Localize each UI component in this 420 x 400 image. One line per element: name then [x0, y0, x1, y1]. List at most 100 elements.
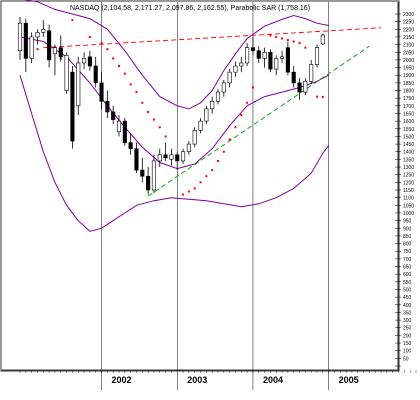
- sar-dot-8: [118, 65, 120, 68]
- sar-dot-36: [304, 46, 307, 49]
- bollinger-bands: [19, 0, 329, 232]
- sar-dot-6: [106, 48, 109, 51]
- sar-dot-32: [281, 37, 284, 40]
- y-tick-label-32: 1600: [403, 119, 414, 125]
- candle-body-43: [268, 51, 273, 70]
- y-tick-label-16: 800: [403, 242, 412, 248]
- y-tick-label-11: 550: [403, 280, 412, 286]
- sar-dot-37: [316, 95, 318, 98]
- candle-body-17: [116, 120, 122, 133]
- y-tick-label-5: 250: [403, 326, 412, 332]
- candle-body-5: [47, 30, 52, 61]
- candle-body-47: [291, 71, 296, 84]
- y-tick-label-35: 1750: [403, 96, 414, 102]
- y-tick-label-10: 500: [403, 287, 412, 293]
- y-tick-label-4: 200: [403, 333, 412, 339]
- sar-dot-23: [217, 159, 219, 162]
- candle-body-46: [285, 47, 290, 73]
- x-year-label-2: 2004: [263, 375, 283, 385]
- x-year-label-3: 2005: [339, 375, 359, 385]
- y-tick-label-7: 350: [403, 310, 412, 316]
- sar-dot-22: [211, 169, 214, 172]
- candle-body-38: [239, 62, 244, 67]
- y-tick-label-46: 2300: [403, 12, 414, 18]
- candle-body-6: [52, 47, 57, 55]
- support-trendline: [147, 45, 370, 197]
- candle-body-8: [64, 55, 69, 91]
- y-tick-label-20: 1000: [403, 211, 414, 217]
- sar-dot-25: [228, 138, 231, 141]
- candle-body-26: [169, 154, 174, 160]
- sar-dot-14: [152, 118, 155, 121]
- candle-body-28: [181, 151, 186, 162]
- candle-body-3: [35, 32, 40, 38]
- sar-dot-31: [275, 35, 278, 38]
- y-tick-label-9: 450: [403, 295, 412, 301]
- y-tick-label-23: 1150: [403, 188, 414, 194]
- candle-body-27: [175, 154, 180, 162]
- y-tick-label-45: 2250: [403, 20, 414, 26]
- candle-body-32: [204, 108, 209, 122]
- y-tick-label-12: 600: [403, 272, 412, 278]
- y-tick-label-43: 2150: [403, 35, 414, 41]
- y-tick-label-38: 1900: [403, 73, 414, 79]
- candle-body-9: [70, 71, 75, 142]
- sar-dot-18: [187, 190, 190, 193]
- candle-body-41: [256, 50, 261, 59]
- y-tick-label-6: 300: [403, 318, 412, 324]
- candle-body-30: [192, 130, 197, 145]
- candle-body-25: [163, 154, 168, 159]
- sar-dot-9: [123, 72, 126, 75]
- candle-body-24: [157, 154, 162, 162]
- candle-body-36: [227, 71, 232, 84]
- x-year-label-1: 2003: [187, 375, 207, 385]
- sar-dot-16: [164, 135, 167, 138]
- x-axis: 2002 2003 2004 2005: [2, 369, 417, 385]
- candle-body-48: [297, 82, 302, 93]
- sar-dot-5: [100, 42, 103, 45]
- candle-body-16: [111, 111, 116, 120]
- y-tick-label-13: 650: [403, 265, 412, 271]
- y-tick-label-31: 1550: [403, 127, 414, 133]
- candle-body-31: [198, 120, 203, 131]
- sar-dot-38: [321, 95, 324, 98]
- y-tick-label-29: 1450: [403, 142, 414, 148]
- candle-body-29: [186, 143, 191, 153]
- y-tick-label-15: 750: [403, 249, 412, 255]
- sar-dot-4: [88, 35, 91, 38]
- y-tick-label-24: 1200: [403, 180, 414, 186]
- candle-body-42: [262, 51, 267, 59]
- candle-body-23: [151, 160, 156, 191]
- candle-body-11: [82, 58, 87, 64]
- candle-body-50: [309, 64, 314, 82]
- sar-dot-12: [141, 101, 144, 104]
- candle-body-18: [122, 120, 127, 143]
- y-tick-label-14: 700: [403, 257, 412, 263]
- bollinger-middle-line: [19, 36, 329, 170]
- candle-body-33: [210, 100, 215, 110]
- y-tick-label-41: 2050: [403, 50, 414, 56]
- y-tick-label-40: 2000: [403, 58, 414, 64]
- y-tick-label-2: 100: [403, 349, 412, 355]
- sar-dot-24: [222, 150, 225, 153]
- candle-body-52: [320, 34, 325, 45]
- sar-dot-33: [286, 39, 289, 42]
- sar-dot-26: [234, 126, 237, 129]
- candle-body-37: [233, 65, 238, 73]
- y-tick-label-34: 1700: [403, 104, 414, 110]
- y-tick-label-28: 1400: [403, 150, 414, 156]
- trendlines: [43, 27, 382, 197]
- y-tick-label-25: 1250: [403, 173, 414, 179]
- sar-dot-35: [298, 42, 301, 45]
- y-tick-label-22: 1100: [403, 196, 414, 202]
- y-tick-label-27: 1350: [403, 157, 414, 163]
- y-tick-label-8: 400: [403, 303, 412, 309]
- y-tick-label-36: 1800: [403, 89, 414, 95]
- y-tick-label-30: 1500: [403, 134, 414, 140]
- candle-body-4: [41, 29, 46, 33]
- y-tick-label-21: 1050: [403, 203, 414, 209]
- candle-body-0: [17, 22, 23, 52]
- sar-dot-17: [182, 193, 185, 196]
